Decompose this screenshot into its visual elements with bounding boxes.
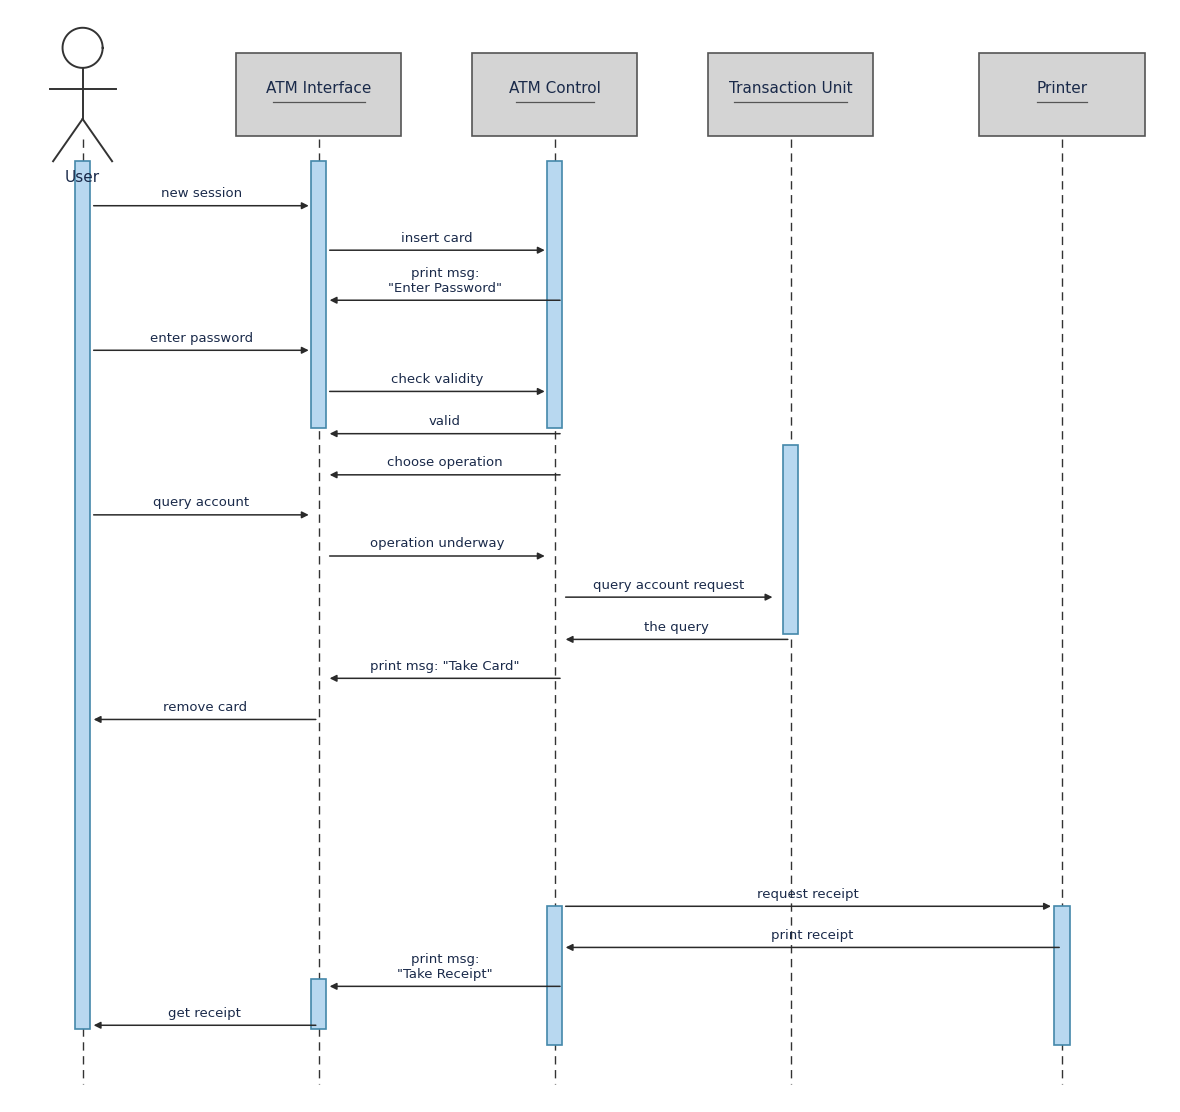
FancyBboxPatch shape — [1055, 906, 1070, 1045]
FancyBboxPatch shape — [708, 52, 873, 136]
Polygon shape — [63, 28, 103, 68]
Text: Printer: Printer — [1036, 81, 1088, 97]
Text: print receipt: print receipt — [772, 929, 853, 942]
Text: operation underway: operation underway — [371, 537, 504, 550]
FancyBboxPatch shape — [312, 161, 326, 428]
FancyBboxPatch shape — [546, 906, 562, 1045]
Text: get receipt: get receipt — [169, 1006, 241, 1020]
FancyBboxPatch shape — [546, 161, 562, 428]
Text: print msg: "Take Card": print msg: "Take Card" — [371, 659, 519, 673]
Text: check validity: check validity — [391, 373, 484, 386]
Text: query account request: query account request — [594, 578, 745, 592]
Text: ATM Control: ATM Control — [509, 81, 601, 97]
Text: print msg:
"Take Receipt": print msg: "Take Receipt" — [396, 953, 493, 981]
Text: User: User — [65, 170, 100, 185]
Text: new session: new session — [160, 187, 242, 200]
FancyBboxPatch shape — [979, 52, 1145, 136]
Text: valid: valid — [428, 415, 461, 428]
Text: insert card: insert card — [401, 231, 473, 245]
FancyBboxPatch shape — [784, 445, 799, 634]
Text: choose operation: choose operation — [387, 456, 503, 469]
Text: the query: the query — [644, 620, 709, 634]
Text: Transaction Unit: Transaction Unit — [729, 81, 852, 97]
Text: enter password: enter password — [150, 331, 253, 345]
FancyBboxPatch shape — [312, 979, 326, 1029]
Text: print msg:
"Enter Password": print msg: "Enter Password" — [388, 267, 502, 295]
Text: request receipt: request receipt — [758, 887, 859, 901]
FancyBboxPatch shape — [236, 52, 401, 136]
Text: remove card: remove card — [163, 701, 247, 714]
Text: ATM Interface: ATM Interface — [266, 81, 372, 97]
FancyBboxPatch shape — [472, 52, 637, 136]
Text: query account: query account — [153, 496, 249, 509]
FancyBboxPatch shape — [76, 161, 90, 1029]
